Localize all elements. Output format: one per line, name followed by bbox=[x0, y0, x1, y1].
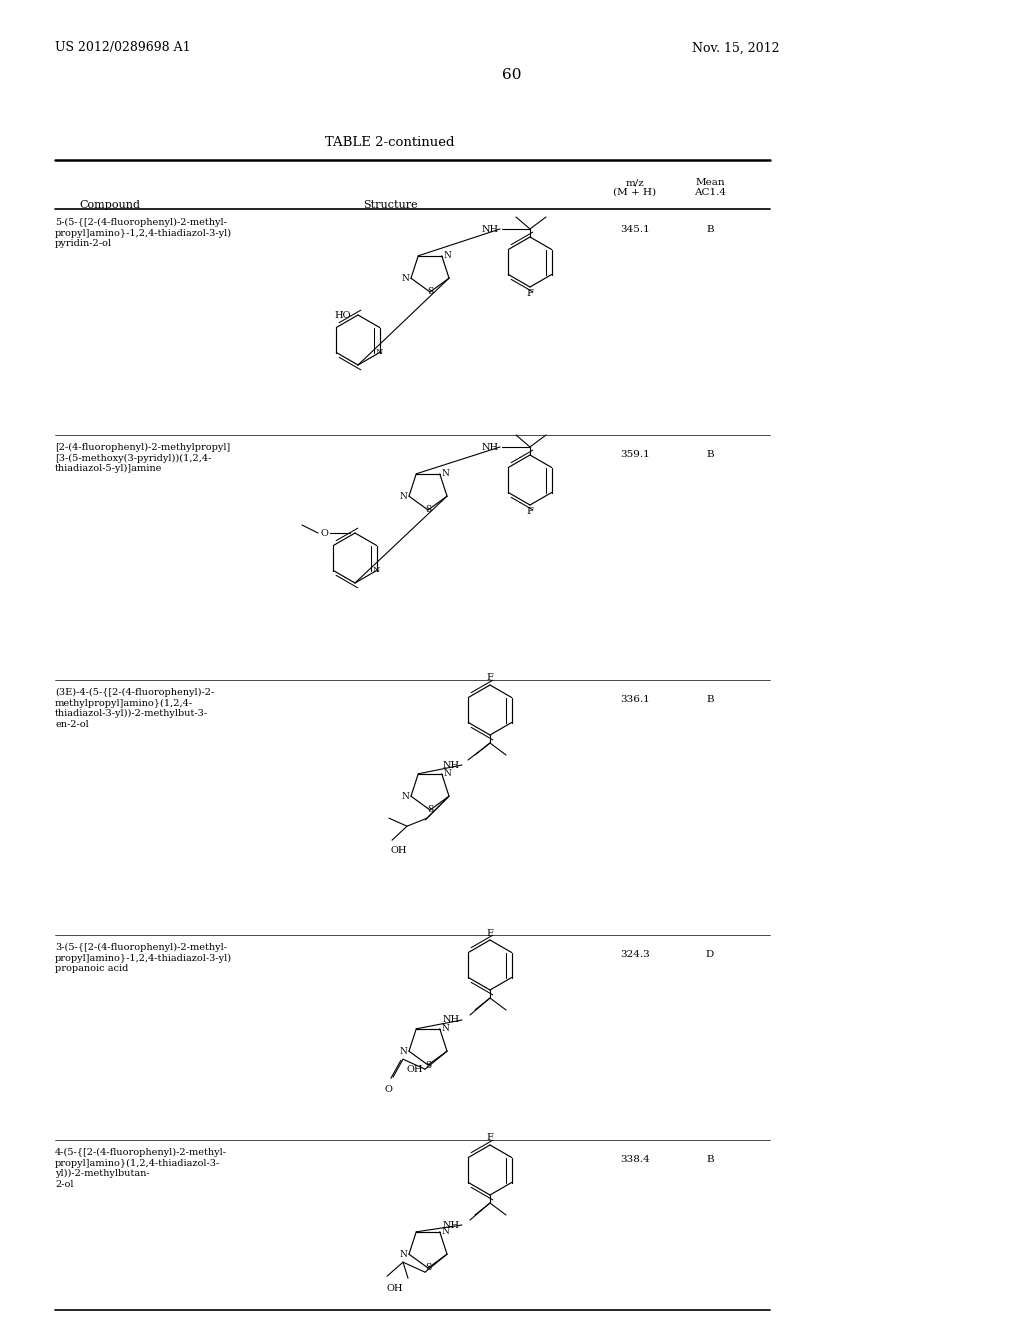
Text: O: O bbox=[321, 528, 328, 537]
Text: HO: HO bbox=[335, 310, 351, 319]
Text: F: F bbox=[526, 289, 534, 298]
Text: 345.1: 345.1 bbox=[621, 224, 650, 234]
Text: Structure: Structure bbox=[362, 201, 418, 210]
Text: Compound: Compound bbox=[80, 201, 140, 210]
Text: F: F bbox=[486, 928, 494, 937]
Text: B: B bbox=[707, 696, 714, 704]
Text: Nov. 15, 2012: Nov. 15, 2012 bbox=[692, 41, 780, 54]
Text: AC1.4: AC1.4 bbox=[694, 187, 726, 197]
Text: NH: NH bbox=[442, 1221, 460, 1229]
Text: N: N bbox=[441, 1228, 450, 1237]
Text: 3-(5-{[2-(4-fluorophenyl)-2-methyl-
propyl]amino}-1,2,4-thiadiazol-3-yl)
propano: 3-(5-{[2-(4-fluorophenyl)-2-methyl- prop… bbox=[55, 942, 232, 973]
Text: TABLE 2-continued: TABLE 2-continued bbox=[326, 136, 455, 149]
Text: D: D bbox=[706, 950, 714, 960]
Text: N: N bbox=[443, 770, 452, 779]
Text: OH: OH bbox=[387, 1283, 403, 1292]
Text: S: S bbox=[425, 506, 431, 515]
Text: NH: NH bbox=[442, 760, 460, 770]
Text: S: S bbox=[425, 1263, 431, 1272]
Text: F: F bbox=[486, 1134, 494, 1143]
Text: O: O bbox=[384, 1085, 392, 1094]
Text: Mean: Mean bbox=[695, 178, 725, 187]
Text: S: S bbox=[427, 805, 433, 814]
Text: NH: NH bbox=[482, 224, 499, 234]
Text: F: F bbox=[526, 507, 534, 516]
Text: (3E)-4-(5-{[2-(4-fluorophenyl)-2-
methylpropyl]amino}(1,2,4-
thiadiazol-3-yl))-2: (3E)-4-(5-{[2-(4-fluorophenyl)-2- methyl… bbox=[55, 688, 214, 729]
Text: N: N bbox=[376, 348, 383, 356]
Text: B: B bbox=[707, 450, 714, 459]
Text: 5-(5-{[2-(4-fluorophenyl)-2-methyl-
propyl]amino}-1,2,4-thiadiazol-3-yl)
pyridin: 5-(5-{[2-(4-fluorophenyl)-2-methyl- prop… bbox=[55, 218, 232, 248]
Text: B: B bbox=[707, 1155, 714, 1164]
Text: B: B bbox=[707, 224, 714, 234]
Text: 60: 60 bbox=[502, 69, 522, 82]
Text: (M + H): (M + H) bbox=[613, 187, 656, 197]
Text: N: N bbox=[399, 1250, 407, 1259]
Text: NH: NH bbox=[482, 442, 499, 451]
Text: 336.1: 336.1 bbox=[621, 696, 650, 704]
Text: OH: OH bbox=[391, 846, 408, 854]
Text: OH: OH bbox=[407, 1065, 423, 1073]
Text: N: N bbox=[401, 792, 409, 801]
Text: 359.1: 359.1 bbox=[621, 450, 650, 459]
Text: [2-(4-fluorophenyl)-2-methylpropyl]
[3-(5-methoxy(3-pyridyl))(1,2,4-
thiadiazol-: [2-(4-fluorophenyl)-2-methylpropyl] [3-(… bbox=[55, 444, 230, 474]
Text: NH: NH bbox=[442, 1015, 460, 1024]
Text: N: N bbox=[373, 566, 380, 574]
Text: N: N bbox=[441, 1024, 450, 1034]
Text: S: S bbox=[427, 288, 433, 297]
Text: 338.4: 338.4 bbox=[621, 1155, 650, 1164]
Text: 4-(5-{[2-(4-fluorophenyl)-2-methyl-
propyl]amino}(1,2,4-thiadiazol-3-
yl))-2-met: 4-(5-{[2-(4-fluorophenyl)-2-methyl- prop… bbox=[55, 1148, 227, 1188]
Text: 324.3: 324.3 bbox=[621, 950, 650, 960]
Text: N: N bbox=[401, 273, 409, 282]
Text: N: N bbox=[441, 470, 450, 478]
Text: F: F bbox=[486, 673, 494, 682]
Text: m/z: m/z bbox=[626, 178, 644, 187]
Text: N: N bbox=[443, 251, 452, 260]
Text: N: N bbox=[399, 491, 407, 500]
Text: N: N bbox=[399, 1047, 407, 1056]
Text: S: S bbox=[425, 1060, 431, 1069]
Text: US 2012/0289698 A1: US 2012/0289698 A1 bbox=[55, 41, 190, 54]
